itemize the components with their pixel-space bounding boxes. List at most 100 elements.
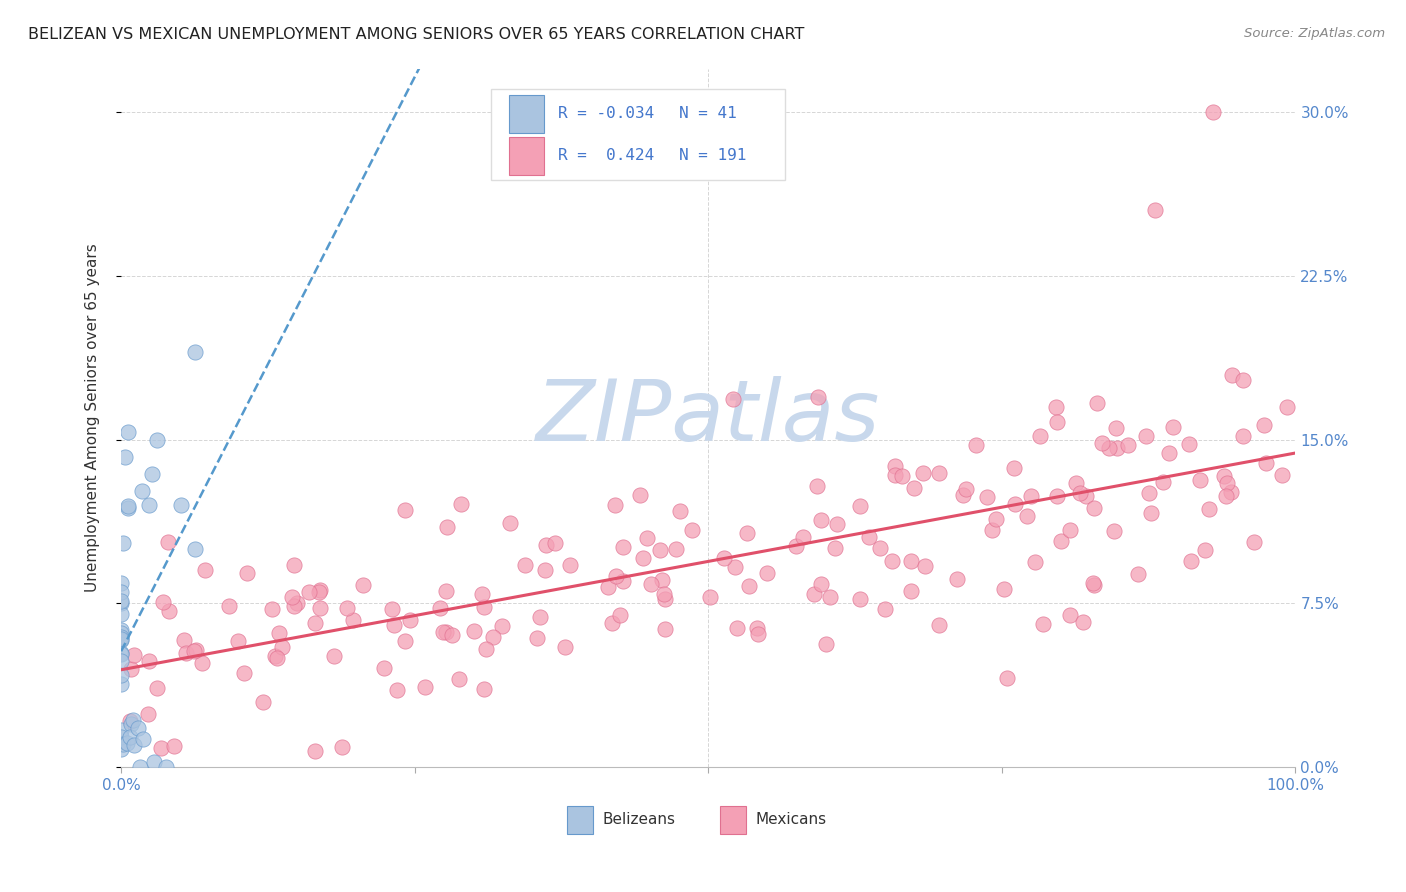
- Point: [955, 483, 977, 497]
- Point: [394, 634, 416, 648]
- Point: [1069, 486, 1091, 500]
- Point: [471, 586, 494, 600]
- Point: [1139, 506, 1161, 520]
- Point: [818, 591, 841, 605]
- Point: [432, 625, 454, 640]
- Point: [110, 632, 132, 646]
- Point: [191, 657, 214, 671]
- Point: [810, 576, 832, 591]
- Point: [605, 569, 627, 583]
- Point: [806, 479, 828, 493]
- Point: [633, 551, 655, 566]
- Point: [474, 641, 496, 656]
- Point: [110, 677, 132, 691]
- Point: [373, 661, 395, 675]
- Point: [669, 504, 692, 518]
- Point: [1050, 534, 1073, 549]
- Point: [654, 592, 676, 607]
- Point: [721, 392, 744, 407]
- Point: [183, 644, 205, 658]
- Point: [304, 616, 326, 631]
- Text: Source: ZipAtlas.com: Source: ZipAtlas.com: [1244, 27, 1385, 40]
- Point: [323, 648, 346, 663]
- Point: [1157, 446, 1180, 460]
- Point: [1202, 105, 1225, 120]
- Point: [745, 621, 768, 635]
- Point: [1028, 429, 1050, 443]
- Point: [1046, 489, 1069, 503]
- Point: [976, 490, 998, 504]
- Point: [110, 623, 132, 637]
- Point: [110, 596, 132, 610]
- Point: [155, 760, 177, 774]
- Point: [713, 551, 735, 566]
- Point: [342, 613, 364, 627]
- Point: [651, 573, 673, 587]
- Point: [1059, 523, 1081, 537]
- Point: [1253, 417, 1275, 432]
- Point: [1243, 534, 1265, 549]
- Point: [304, 744, 326, 758]
- Point: [436, 520, 458, 534]
- Point: [1256, 456, 1278, 470]
- Bar: [509, 95, 544, 133]
- Text: R = -0.034: R = -0.034: [558, 106, 654, 121]
- Point: [1194, 543, 1216, 558]
- Point: [1019, 489, 1042, 503]
- Point: [440, 628, 463, 642]
- Point: [544, 536, 567, 550]
- Point: [984, 512, 1007, 526]
- Point: [1135, 428, 1157, 442]
- Point: [413, 680, 436, 694]
- Point: [513, 558, 536, 572]
- Point: [252, 696, 274, 710]
- Point: [115, 736, 138, 750]
- Point: [648, 542, 671, 557]
- Point: [120, 661, 142, 675]
- Point: [723, 560, 745, 574]
- Point: [163, 739, 186, 753]
- Point: [429, 601, 451, 615]
- Point: [260, 602, 283, 616]
- Point: [149, 740, 172, 755]
- Point: [117, 425, 139, 439]
- Point: [1083, 578, 1105, 592]
- Point: [117, 499, 139, 513]
- Point: [1222, 368, 1244, 382]
- Point: [928, 618, 950, 632]
- Point: [1161, 420, 1184, 434]
- Point: [218, 599, 240, 613]
- Point: [110, 607, 132, 621]
- Point: [1083, 500, 1105, 515]
- Point: [533, 563, 555, 577]
- Point: [1128, 567, 1150, 582]
- Point: [127, 722, 149, 736]
- Point: [824, 541, 846, 555]
- Text: R =  0.424: R = 0.424: [558, 148, 654, 163]
- Point: [1024, 555, 1046, 569]
- FancyBboxPatch shape: [491, 89, 785, 180]
- Point: [891, 469, 914, 483]
- Point: [952, 488, 974, 502]
- Point: [156, 535, 179, 549]
- Point: [1139, 486, 1161, 500]
- Point: [803, 587, 825, 601]
- Point: [785, 539, 807, 553]
- Point: [110, 653, 132, 667]
- Point: [269, 626, 291, 640]
- Point: [336, 601, 359, 615]
- Point: [1152, 475, 1174, 490]
- Point: [1107, 442, 1129, 456]
- Point: [143, 755, 166, 769]
- Point: [450, 497, 472, 511]
- Point: [640, 576, 662, 591]
- Point: [112, 737, 135, 751]
- Point: [1098, 442, 1121, 456]
- Point: [226, 634, 249, 648]
- Point: [121, 713, 143, 727]
- Text: Mexicans: Mexicans: [755, 812, 827, 827]
- Point: [792, 530, 814, 544]
- Point: [491, 618, 513, 632]
- Point: [283, 599, 305, 614]
- Point: [1046, 415, 1069, 429]
